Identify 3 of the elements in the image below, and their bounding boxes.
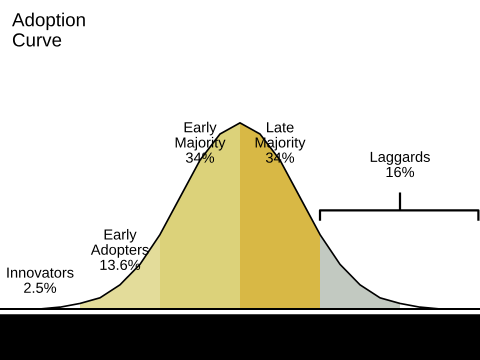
chart-title: Adoption Curve	[12, 12, 85, 47]
annotation: Laggards 16%	[370, 151, 430, 178]
annotation: Innovators 2.5%	[7, 268, 74, 293]
